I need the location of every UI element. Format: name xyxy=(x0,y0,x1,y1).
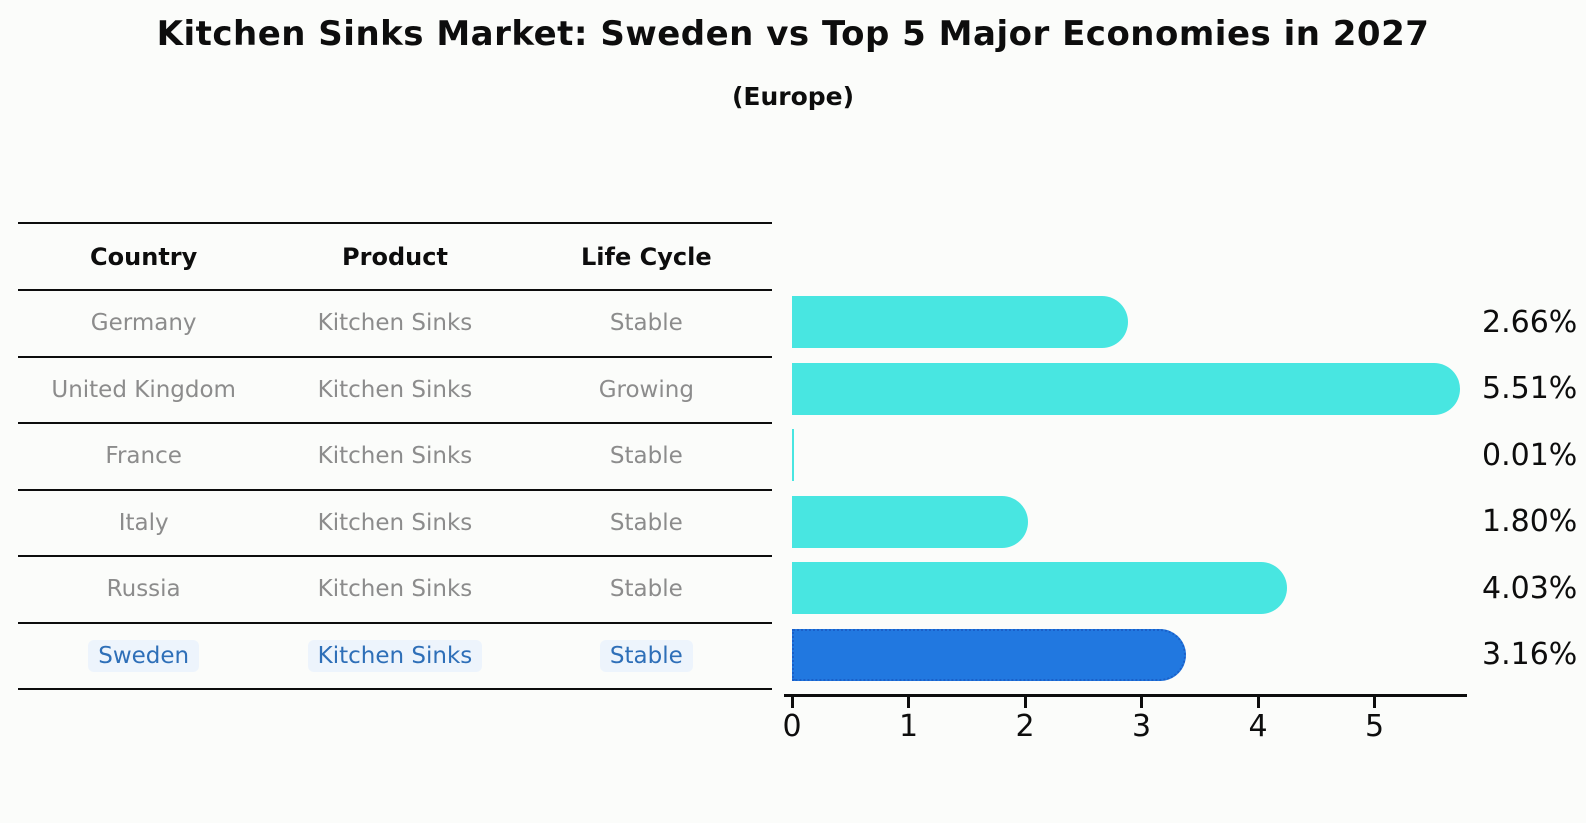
x-axis-tick-label: 2 xyxy=(1015,709,1035,744)
life-cycle-cell: Stable xyxy=(609,443,683,470)
value-label-germany: 2.66% xyxy=(1482,304,1578,340)
product-cell: Kitchen Sinks xyxy=(317,576,473,603)
x-axis-tick-label: 4 xyxy=(1248,709,1268,744)
x-axis-tick xyxy=(1373,694,1376,708)
value-label-united-kingdom: 5.51% xyxy=(1482,371,1578,407)
country-cell: Italy xyxy=(118,509,169,536)
bar-russia xyxy=(792,562,1288,615)
x-axis-tick-label: 5 xyxy=(1364,709,1385,744)
country-table: Country Product Life Cycle Germany Kitch… xyxy=(18,222,772,690)
table-row-italy: Italy Kitchen Sinks Stable xyxy=(18,491,772,557)
product-cell: Kitchen Sinks xyxy=(317,443,473,470)
x-axis-tick xyxy=(1023,694,1027,708)
value-label-italy: 1.80% xyxy=(1482,504,1578,540)
table-row-france: France Kitchen Sinks Stable xyxy=(18,424,772,491)
life-cycle-cell: Stable xyxy=(609,509,683,536)
x-axis-tick xyxy=(1140,694,1143,708)
x-axis-tick-label: 3 xyxy=(1131,709,1152,744)
table-row-sweden: Sweden Kitchen Sinks Stable xyxy=(18,624,772,690)
bar-row-france xyxy=(792,422,794,489)
table-row-united-kingdom: United Kingdom Kitchen Sinks Growing xyxy=(18,358,772,424)
country-cell: France xyxy=(105,443,182,470)
country-cell: Sweden xyxy=(18,639,269,672)
bar-germany xyxy=(792,296,1128,349)
product-cell: Kitchen Sinks xyxy=(269,639,520,672)
product-cell: Kitchen Sinks xyxy=(317,376,473,403)
table-row-germany: Germany Kitchen Sinks Stable xyxy=(18,291,772,358)
life-cycle-cell: Growing xyxy=(598,376,694,403)
column-header-product: Product xyxy=(342,242,448,271)
bar-italy xyxy=(792,495,1028,548)
bar-row-united-kingdom xyxy=(792,356,1460,423)
country-cell: United Kingdom xyxy=(51,376,236,403)
x-axis-line xyxy=(784,694,1467,697)
life-cycle-cell: Stable xyxy=(609,576,683,603)
table-header-row: Country Product Life Cycle xyxy=(18,224,772,291)
column-header-life-cycle: Life Cycle xyxy=(581,242,712,271)
life-cycle-cell: Stable xyxy=(521,639,772,672)
bar-united-kingdom xyxy=(792,362,1460,415)
table-row-russia: Russia Kitchen Sinks Stable xyxy=(18,557,772,624)
bar-sweden-highlighted xyxy=(792,628,1187,681)
column-header-country: Country xyxy=(90,242,198,271)
life-cycle-cell: Stable xyxy=(609,310,683,337)
page-subtitle: (Europe) xyxy=(731,82,855,111)
product-cell: Kitchen Sinks xyxy=(317,310,473,337)
bar-row-sweden xyxy=(792,622,1187,689)
bar-row-germany xyxy=(792,289,1128,356)
country-cell: Germany xyxy=(90,310,197,337)
x-axis-tick xyxy=(907,694,910,708)
product-cell: Kitchen Sinks xyxy=(317,509,473,536)
page-title: Kitchen Sinks Market: Sweden vs Top 5 Ma… xyxy=(156,14,1430,54)
country-cell: Russia xyxy=(106,576,181,603)
x-axis-tick xyxy=(790,694,794,708)
x-axis-tick-label: 0 xyxy=(782,709,802,744)
bar-france xyxy=(792,429,794,482)
x-axis-tick xyxy=(1256,694,1260,708)
bar-row-russia xyxy=(792,555,1288,622)
value-label-russia: 4.03% xyxy=(1482,570,1578,606)
bar-row-italy xyxy=(792,489,1028,556)
x-axis-tick-label: 1 xyxy=(898,709,919,744)
value-label-sweden: 3.16% xyxy=(1482,637,1578,673)
value-label-france: 0.01% xyxy=(1482,437,1578,473)
